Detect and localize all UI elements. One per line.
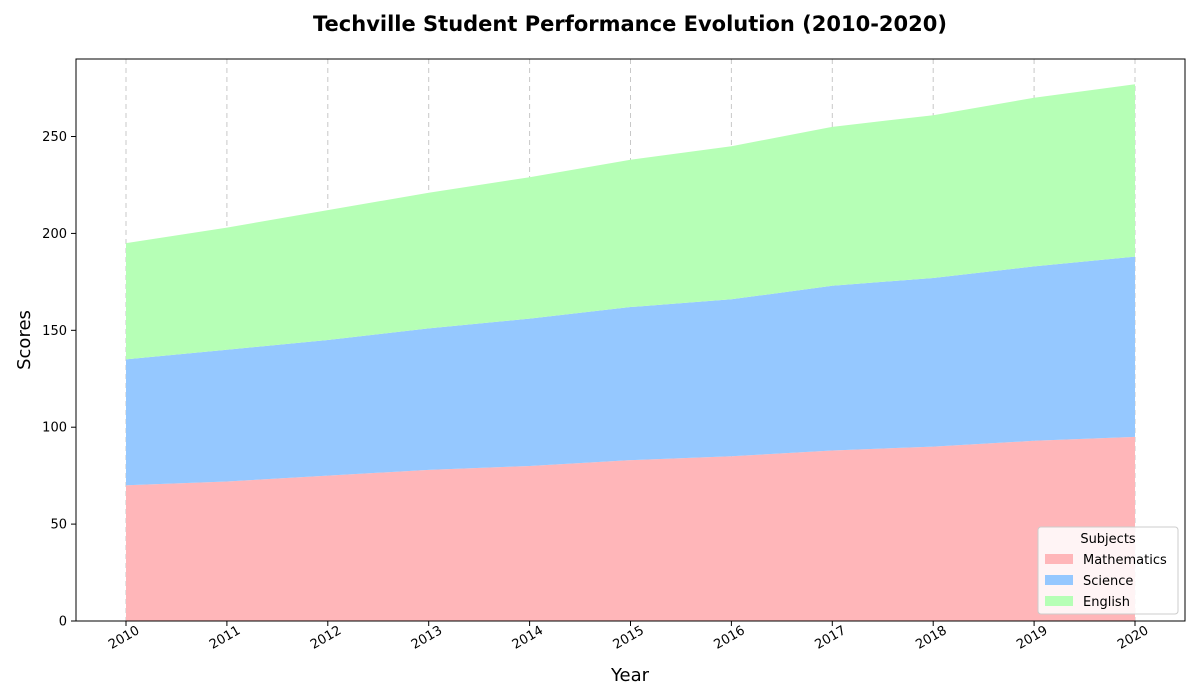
legend-swatch-mathematics	[1045, 554, 1073, 564]
x-axis-ticks: 2010 2011 2012 2013 2014 2015 2016 2017 2018 2019…	[106, 621, 1151, 653]
legend-swatch-science	[1045, 575, 1073, 585]
legend-swatch-english	[1045, 596, 1073, 606]
y-tick-label: 250	[42, 130, 67, 145]
y-axis-ticks: 0 50 100 150 200 250	[42, 130, 76, 630]
x-tick-label: 2015	[611, 623, 647, 653]
area-mathematics	[126, 436, 1135, 621]
x-axis-label: Year	[610, 665, 650, 686]
x-tick-label: 2014	[510, 623, 546, 653]
x-tick-label: 2019	[1014, 623, 1050, 653]
x-tick-label: 2010	[106, 623, 142, 653]
chart-title: Techville Student Performance Evolution …	[313, 12, 947, 36]
legend-label-mathematics: Mathematics	[1083, 553, 1167, 568]
x-tick-label: 2017	[812, 623, 848, 653]
legend-items: Mathematics Science English	[1045, 553, 1167, 610]
legend-box	[1037, 526, 1179, 615]
area-english	[126, 84, 1135, 360]
x-tick-label: 2018	[913, 623, 949, 653]
legend-title: Subjects	[1080, 532, 1136, 547]
x-tick-label: 2016	[712, 623, 748, 653]
y-tick-label: 50	[50, 518, 67, 533]
y-tick-label: 100	[42, 421, 67, 436]
y-tick-label: 150	[42, 324, 67, 339]
legend-label-science: Science	[1083, 574, 1133, 589]
x-tick-label: 2012	[308, 623, 344, 653]
x-tick-label: 2013	[409, 623, 445, 653]
area-series	[126, 84, 1135, 621]
legend-label-english: English	[1083, 595, 1130, 610]
y-axis-label: Scores	[14, 310, 35, 370]
legend: Subjects Mathematics Science English	[1037, 526, 1179, 615]
x-tick-label: 2020	[1115, 623, 1151, 653]
x-tick-label: 2011	[207, 623, 243, 653]
y-tick-label: 0	[59, 615, 67, 630]
area-science	[126, 256, 1135, 486]
y-tick-label: 200	[42, 227, 67, 242]
